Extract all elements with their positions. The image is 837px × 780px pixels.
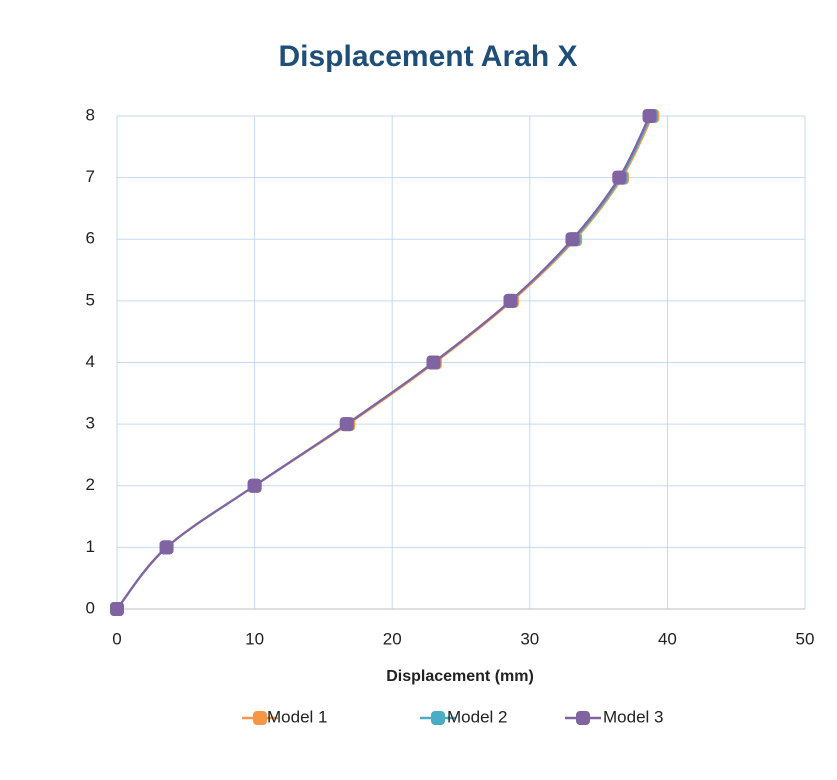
marker xyxy=(612,171,626,185)
marker xyxy=(565,232,579,246)
x-tick-label: 10 xyxy=(245,629,264,648)
legend-label: Model 3 xyxy=(603,707,663,726)
x-axis-title: Displacement (mm) xyxy=(386,668,534,685)
marker xyxy=(643,109,657,123)
y-tick-label: 6 xyxy=(86,229,95,248)
chart-title: Displacement Arah X xyxy=(279,40,578,73)
legend-label: Model 1 xyxy=(267,707,327,726)
x-tick-label: 20 xyxy=(383,629,402,648)
y-tick-label: 3 xyxy=(86,414,95,433)
legend-marker xyxy=(431,711,445,725)
y-tick-label: 7 xyxy=(86,167,95,186)
y-tick-label: 4 xyxy=(86,352,95,371)
y-tick-label: 2 xyxy=(86,475,95,494)
legend-marker xyxy=(576,711,590,725)
x-tick-label: 50 xyxy=(796,629,815,648)
x-tick-label: 30 xyxy=(520,629,539,648)
marker xyxy=(340,417,354,431)
chart: Displacement Arah X Displacement (mm) 0 1… xyxy=(0,0,837,780)
y-tick-label: 0 xyxy=(86,598,95,617)
y-tick-label: 8 xyxy=(86,105,95,124)
legend-label: Model 2 xyxy=(447,707,507,726)
legend-marker xyxy=(253,711,267,725)
x-tick-label: 0 xyxy=(112,629,121,648)
marker xyxy=(248,479,262,493)
y-tick-label: 5 xyxy=(86,290,95,309)
marker xyxy=(160,540,174,554)
marker xyxy=(110,602,124,616)
x-tick-label: 40 xyxy=(658,629,677,648)
y-tick-label: 1 xyxy=(86,537,95,556)
marker xyxy=(504,294,518,308)
marker xyxy=(426,356,440,370)
